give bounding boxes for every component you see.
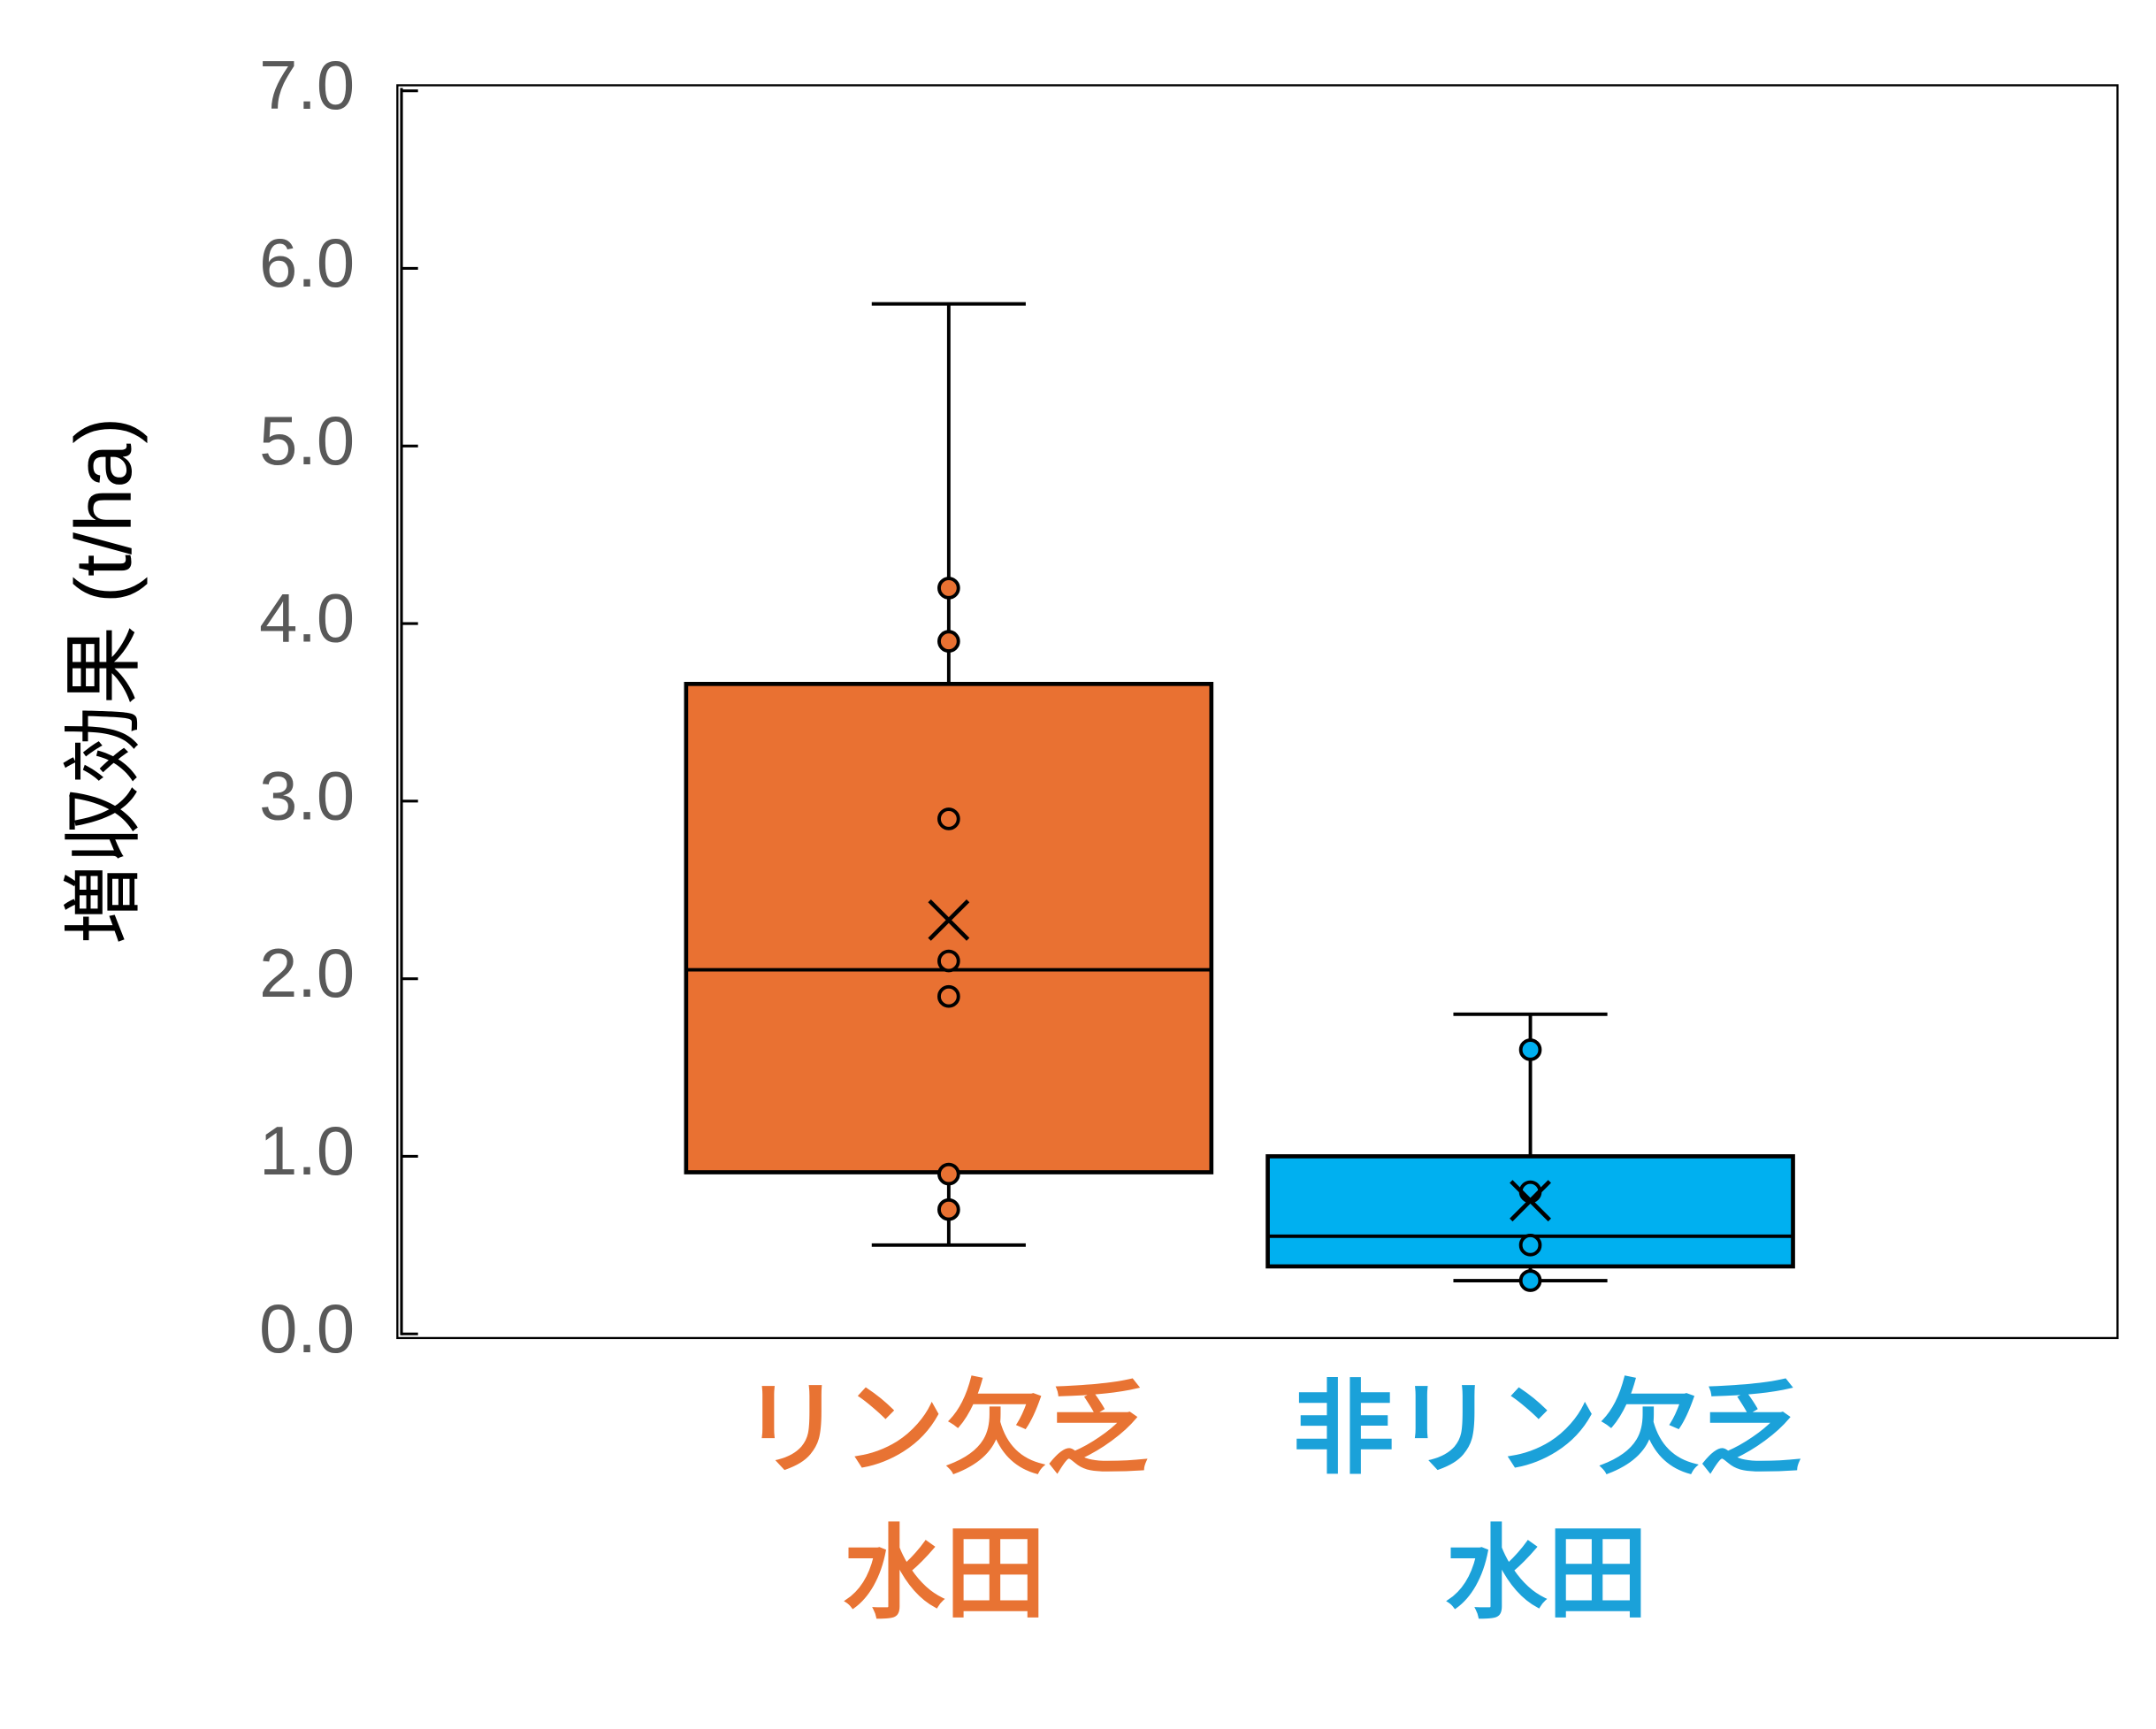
mean-marker [1510, 1180, 1551, 1222]
data-point [937, 807, 960, 830]
y-tick-label: 5.0 [259, 403, 355, 479]
data-point [937, 1197, 960, 1221]
data-point [1518, 1038, 1542, 1061]
y-tick-label: 7.0 [259, 48, 355, 124]
data-point [1518, 1234, 1542, 1257]
y-tick-label: 6.0 [259, 226, 355, 302]
y-tick-label: 0.0 [259, 1291, 355, 1367]
y-tick-label: 3.0 [259, 758, 355, 834]
y-axis-label: 増収効果 (t/ha) [59, 417, 149, 945]
x-tick-label: 水田 [843, 1518, 1046, 1631]
x-tick-label: 水田 [1445, 1518, 1648, 1631]
data-point [937, 577, 960, 600]
data-point [937, 949, 960, 973]
data-point [937, 1162, 960, 1186]
x-tick-label: 非リン欠乏 [1293, 1373, 1801, 1486]
y-tick-label: 1.0 [259, 1113, 355, 1190]
y-tick-label: 4.0 [259, 581, 355, 657]
plot-frame [396, 84, 2119, 1340]
x-tick-label: リン欠乏 [741, 1373, 1148, 1486]
y-tick-label: 2.0 [259, 936, 355, 1012]
box [684, 681, 1214, 1174]
mean-marker [928, 899, 970, 941]
data-point [937, 630, 960, 653]
data-point [937, 984, 960, 1008]
data-point [1518, 1269, 1542, 1292]
